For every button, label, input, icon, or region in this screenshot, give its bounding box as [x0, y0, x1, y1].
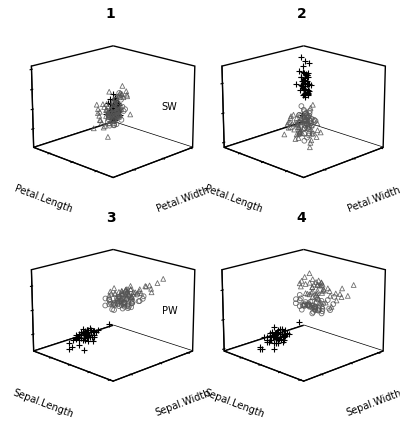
X-axis label: Sepal.Width: Sepal.Width [154, 388, 212, 418]
Y-axis label: Petal.Length: Petal.Length [13, 184, 74, 215]
X-axis label: Sepal.Width: Sepal.Width [344, 388, 400, 418]
Title: 2: 2 [296, 7, 306, 21]
Title: 1: 1 [106, 7, 116, 21]
Y-axis label: Petal.Length: Petal.Length [203, 184, 264, 215]
Title: 4: 4 [296, 211, 306, 225]
X-axis label: Petal.Width: Petal.Width [155, 185, 211, 214]
Y-axis label: Sepal.Length: Sepal.Length [11, 387, 75, 419]
X-axis label: Petal.Width: Petal.Width [346, 185, 400, 214]
Y-axis label: Sepal.Length: Sepal.Length [202, 387, 265, 419]
Title: 3: 3 [106, 211, 116, 225]
